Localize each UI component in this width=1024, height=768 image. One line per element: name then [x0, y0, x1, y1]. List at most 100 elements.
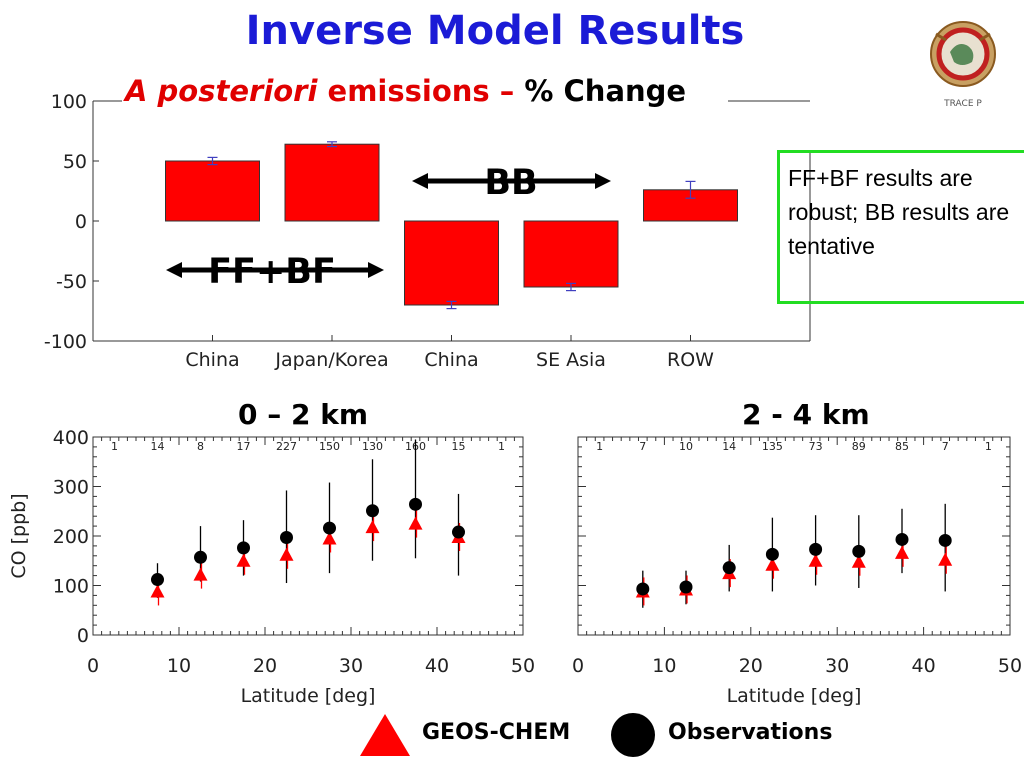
scatter-count-label: 85 — [895, 440, 909, 453]
scatter-xtick-label: 50 — [511, 655, 535, 677]
scatter-xtick-label: 40 — [425, 655, 449, 677]
obs-point — [409, 497, 422, 511]
ffbf-label: FF+BF — [208, 252, 336, 292]
obs-point — [452, 525, 465, 539]
ffbf-arrow-left-icon — [166, 262, 182, 278]
bar-4 — [523, 220, 619, 288]
bar-ytick-label: 50 — [63, 151, 87, 173]
scatter-count-label: 130 — [362, 440, 383, 453]
bar-3 — [404, 220, 499, 306]
obs-point — [151, 573, 164, 587]
obs-point — [852, 544, 866, 558]
bar-1 — [165, 160, 260, 222]
page-title: Inverse Model Results — [245, 8, 745, 54]
panel-title-mid: 2 - 4 km — [742, 398, 870, 431]
scatter-count-label: 1 — [111, 440, 118, 453]
scatter-xlabel: Latitude [deg] — [241, 685, 376, 707]
scatter-count-label: 8 — [197, 440, 204, 453]
scatter-ytick-label: 100 — [53, 576, 89, 598]
model-point — [938, 552, 953, 566]
model-point — [765, 557, 780, 571]
bb-arrow-right-icon — [595, 173, 611, 189]
scatter-count-label: 150 — [319, 440, 340, 453]
ffbf-arrow-right-icon — [368, 262, 384, 278]
model-point — [193, 567, 208, 581]
bar-ytick-label: 0 — [75, 211, 87, 233]
legend-obs-label: Observations — [668, 720, 833, 745]
scatter-count-label: 7 — [639, 440, 646, 453]
scatter-xtick-label: 0 — [87, 655, 99, 677]
obs-point — [895, 532, 909, 546]
bar-category-label: ROW — [667, 349, 714, 371]
results-note: FF+BF results are robust; BB results are… — [777, 150, 1024, 304]
scatter-count-label: 7 — [942, 440, 949, 453]
bar-ytick-label: -100 — [44, 331, 87, 353]
legend-obs-icon — [611, 713, 655, 757]
panel-title-low: 0 – 2 km — [238, 398, 369, 431]
scatter-ytick-label: 200 — [53, 526, 89, 548]
scatter-xtick-label: 20 — [739, 655, 763, 677]
scatter-xlabel: Latitude [deg] — [727, 685, 862, 707]
model-point — [365, 520, 380, 534]
obs-point — [809, 542, 823, 556]
subtitle-end: % Change — [524, 74, 687, 108]
model-point — [322, 531, 337, 545]
obs-point — [765, 547, 779, 561]
scatter-count-label: 14 — [722, 440, 736, 453]
scatter-count-label: 1 — [985, 440, 992, 453]
obs-point — [194, 550, 207, 564]
model-point — [236, 553, 251, 567]
model-point — [895, 545, 909, 559]
scatter-count-label: 10 — [679, 440, 693, 453]
obs-point — [636, 582, 650, 596]
scatter-xtick-label: 20 — [253, 655, 277, 677]
scatter-count-label: 135 — [762, 440, 783, 453]
obs-point — [938, 533, 952, 547]
scatter-ytick-label: 300 — [53, 477, 89, 499]
bb-arrow-left-icon — [412, 173, 428, 189]
legend-model-icon — [360, 714, 410, 756]
subtitle-middle: emissions – — [317, 74, 525, 108]
model-point — [808, 553, 823, 567]
scatter-count-label: 15 — [452, 440, 466, 453]
obs-point — [237, 541, 250, 555]
scatter-count-label: 73 — [809, 440, 823, 453]
scatter-xtick-label: 0 — [572, 655, 584, 677]
bar-ytick-label: -50 — [56, 271, 87, 293]
chart-subtitle: A posteriori emissions – % Change — [125, 74, 686, 108]
scatter-count-label: 17 — [237, 440, 251, 453]
scatter-xtick-label: 10 — [167, 655, 191, 677]
logo-label: TRACE P — [943, 99, 982, 109]
model-point — [851, 554, 866, 568]
scatter-xtick-label: 50 — [998, 655, 1022, 677]
trace-p-seal-icon: TRACE P — [930, 21, 996, 109]
scatter-count-label: 1 — [596, 440, 603, 453]
legend-model-label: GEOS-CHEM — [422, 720, 571, 745]
bar-category-label: SE Asia — [536, 349, 606, 371]
subtitle-italic: A posteriori — [125, 74, 318, 108]
model-point — [279, 547, 294, 561]
obs-point — [679, 580, 693, 594]
scatter-count-label: 14 — [151, 440, 165, 453]
scatter-count-label: 227 — [276, 440, 297, 453]
scatter-xtick-label: 40 — [912, 655, 936, 677]
scatter-count-label: 89 — [852, 440, 866, 453]
scatter-xtick-label: 10 — [652, 655, 676, 677]
scatter-xtick-label: 30 — [339, 655, 363, 677]
scatter-xtick-label: 30 — [825, 655, 849, 677]
scatter-ylabel: CO [ppb] — [8, 493, 30, 578]
obs-point — [366, 504, 379, 518]
model-point — [150, 584, 165, 598]
scatter-count-label: 1 — [498, 440, 505, 453]
obs-point — [323, 521, 336, 535]
bar-category-label: China — [424, 349, 478, 371]
bar-category-label: China — [185, 349, 239, 371]
bb-label: BB — [484, 163, 537, 203]
obs-point — [722, 561, 736, 575]
bar-2 — [284, 143, 380, 222]
model-point — [408, 516, 423, 530]
scatter-ytick-label: 400 — [53, 427, 89, 449]
bar-category-label: Japan/Korea — [274, 349, 388, 371]
